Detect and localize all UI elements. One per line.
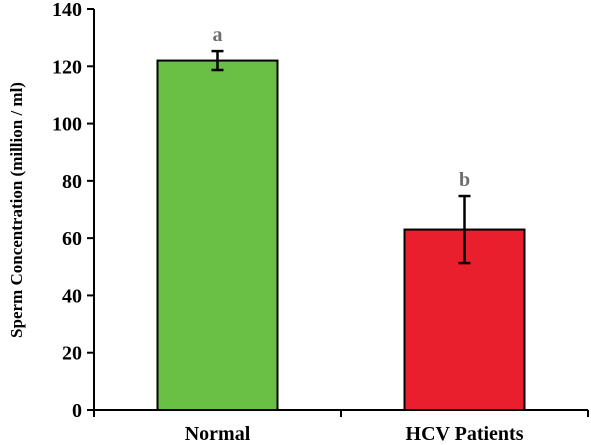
y-tick-label: 40 xyxy=(62,285,82,307)
x-ticks xyxy=(93,410,589,417)
significance-label: a xyxy=(213,24,223,46)
y-axis-title: Sperm Concentration (million / ml) xyxy=(7,82,26,338)
bars xyxy=(156,59,526,412)
y-tick-label: 0 xyxy=(72,400,82,422)
y-ticks: 0 20 40 60 80 100 120 140 xyxy=(52,0,94,422)
significance-labels: ab xyxy=(213,24,471,191)
category-label: Normal xyxy=(185,423,251,445)
significance-label: b xyxy=(459,169,470,191)
y-tick-label: 120 xyxy=(52,56,82,78)
x-axis xyxy=(93,409,589,417)
y-axis: 0 20 40 60 80 100 120 140 xyxy=(52,0,95,422)
y-tick-label: 20 xyxy=(62,343,82,365)
category-labels: Normal HCV Patients xyxy=(185,423,524,445)
bar-normal xyxy=(156,59,279,412)
y-tick-label: 80 xyxy=(62,171,82,193)
category-label: HCV Patients xyxy=(406,423,524,445)
y-tick-label: 140 xyxy=(52,0,82,21)
y-tick-label: 100 xyxy=(52,114,82,136)
error-bars xyxy=(211,49,471,265)
y-tick-label: 60 xyxy=(62,228,82,250)
